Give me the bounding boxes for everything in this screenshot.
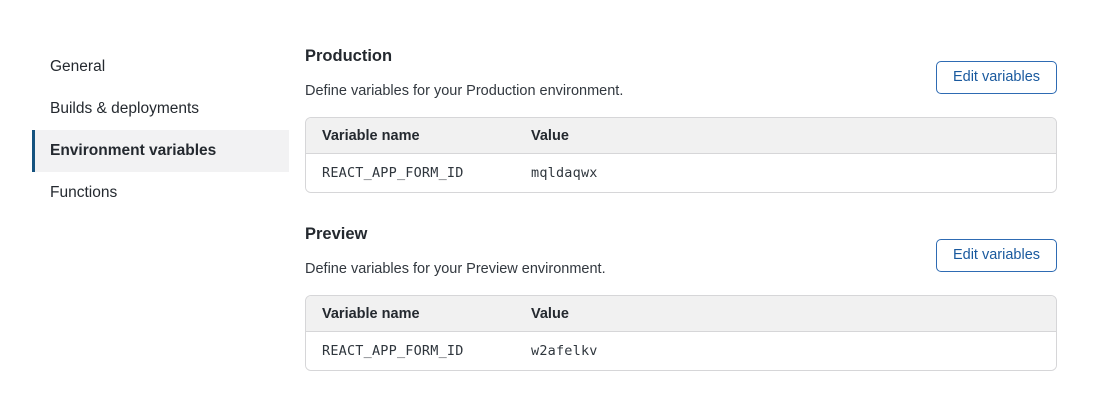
sidebar-item-label: Functions [50,184,118,202]
variables-table-production: Variable name Value REACT_APP_FORM_ID mq… [305,117,1057,193]
edit-variables-button-production[interactable]: Edit variables [936,61,1057,94]
section-preview: Preview Define variables for your Previe… [305,224,1057,371]
section-title: Preview [305,225,368,243]
table-row: REACT_APP_FORM_ID w2afelkv [306,332,1056,370]
table-header-row: Variable name Value [306,296,1056,332]
cell-variable-name: REACT_APP_FORM_ID [322,343,464,359]
sidebar-item-label: Builds & deployments [50,100,200,118]
variables-table-preview: Variable name Value REACT_APP_FORM_ID w2… [305,295,1057,371]
settings-sidebar: General Builds & deployments Environment… [32,46,289,214]
active-indicator-bar [32,130,35,172]
section-description: Define variables for your Production env… [305,82,624,99]
column-header-value: Value [531,127,569,144]
column-header-value: Value [531,305,569,322]
sidebar-item-functions[interactable]: Functions [32,172,289,214]
cell-variable-value: mqldaqwx [531,165,598,181]
column-header-variable-name: Variable name [322,305,420,322]
cell-variable-name: REACT_APP_FORM_ID [322,165,464,181]
cell-variable-value: w2afelkv [531,343,598,359]
section-title: Production [305,47,393,65]
sidebar-item-general[interactable]: General [32,46,289,88]
table-row: REACT_APP_FORM_ID mqldaqwx [306,154,1056,192]
section-production: Production Define variables for your Pro… [305,46,1057,193]
sidebar-item-builds-and-deployments[interactable]: Builds & deployments [32,88,289,130]
section-header: Production Define variables for your Pro… [305,46,1057,100]
column-header-variable-name: Variable name [322,127,420,144]
section-header: Preview Define variables for your Previe… [305,224,1057,278]
sidebar-item-environment-variables[interactable]: Environment variables [32,130,289,172]
edit-variables-button-preview[interactable]: Edit variables [936,239,1057,272]
section-description: Define variables for your Preview enviro… [305,260,606,277]
sidebar-item-label: General [50,58,106,76]
sidebar-item-label: Environment variables [50,142,217,160]
table-header-row: Variable name Value [306,118,1056,154]
